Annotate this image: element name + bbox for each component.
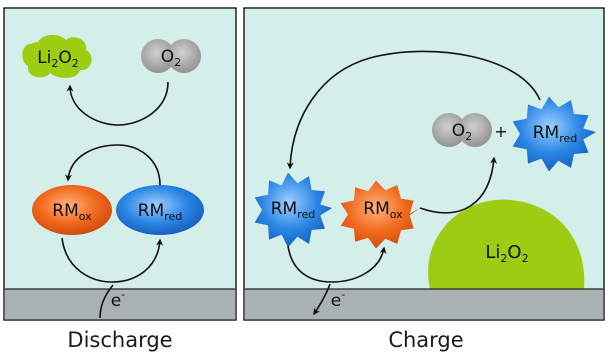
charge-rm-red-right	[512, 96, 596, 172]
charge-rm-ox	[340, 180, 420, 249]
discharge-li2o2-label: Li2O2	[37, 48, 79, 70]
discharge-rm-ox	[32, 185, 112, 235]
discharge-electron-label: e-	[111, 288, 125, 311]
charge-electron-path	[313, 283, 331, 316]
discharge-o2-label: O2	[161, 47, 181, 69]
charge-electrode	[244, 289, 604, 320]
charge-li2o2-label: Li2O2	[485, 242, 528, 265]
discharge-rm-red	[116, 185, 204, 235]
discharge-panel: Li2O2 O2 RMox RMred e-	[3, 7, 237, 321]
discharge-li2o2-blob	[22, 34, 92, 78]
discharge-caption: Discharge	[67, 328, 173, 352]
discharge-electrode	[4, 289, 236, 320]
charge-rm-red-left	[254, 172, 332, 248]
charge-o2-label: O2	[452, 121, 472, 143]
charge-arrow-ox-to-products	[419, 156, 498, 214]
discharge-rm-red-label: RMred	[138, 201, 183, 223]
charge-o2-molecule	[432, 113, 492, 147]
discharge-arrow-red-to-ox	[64, 144, 161, 186]
charge-arrow-red-return	[286, 50, 541, 170]
charge-rm-red-right-label: RMred	[533, 123, 578, 145]
charge-panel: Li2O2 O2 + RMred RMred RMox e-	[243, 7, 605, 321]
charge-caption: Charge	[388, 328, 464, 352]
charge-electron-label: e-	[331, 288, 345, 311]
charge-arrow-red-to-ox	[287, 245, 387, 283]
discharge-o2-molecule	[141, 39, 201, 73]
charge-plus-sign: +	[494, 122, 507, 141]
discharge-rm-ox-label: RMox	[52, 201, 92, 223]
charge-rm-red-left-label: RMred	[271, 199, 316, 221]
charge-li2o2-deposit	[428, 199, 585, 289]
discharge-electron-path	[99, 284, 114, 319]
charge-rm-ox-label: RMox	[363, 199, 403, 221]
discharge-arrow-ox-to-red	[61, 237, 164, 283]
discharge-arrow-o2-to-li2o2	[66, 81, 169, 126]
